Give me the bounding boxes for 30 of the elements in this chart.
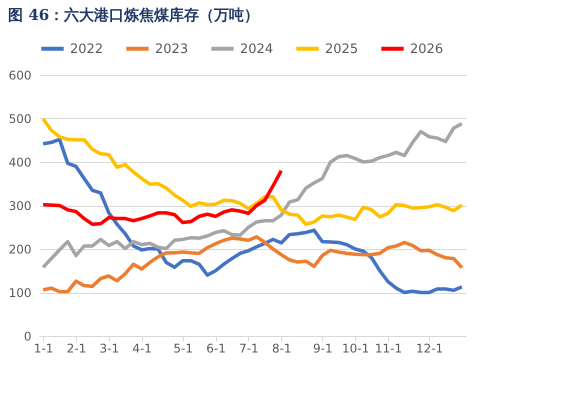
- x-tick-label: 10-1: [342, 342, 370, 356]
- legend-label: 2024: [240, 42, 274, 57]
- x-tick-label: 4-1: [132, 342, 152, 356]
- y-tick-label: 600: [8, 68, 32, 82]
- legend-label: 2026: [410, 42, 444, 57]
- line-series: [41, 117, 464, 226]
- x-tick-label: 7-1: [239, 342, 259, 356]
- y-tick-label: 400: [8, 156, 32, 170]
- x-tick-label: 12-1: [416, 342, 444, 356]
- y-tick-label: 200: [8, 242, 32, 256]
- x-tick-label: 1-1: [34, 342, 54, 356]
- y-tick-label: 100: [8, 286, 32, 300]
- line-series: [41, 168, 283, 226]
- y-tick-label: 0: [24, 330, 32, 344]
- legend-label: 2023: [155, 42, 188, 57]
- x-tick-label: 2-1: [66, 342, 86, 356]
- x-tick-label: 6-1: [206, 342, 226, 356]
- x-tick-label: 9-1: [312, 342, 333, 356]
- line-series: [41, 138, 464, 294]
- legend-label: 2022: [70, 42, 104, 57]
- y-tick-label: 500: [8, 112, 32, 126]
- x-tick-label: 5-1: [173, 342, 194, 356]
- x-tick-label: 11-1: [374, 342, 402, 356]
- x-tick-label: 8-1: [272, 342, 292, 356]
- y-tick-label: 300: [8, 199, 32, 213]
- chart-title: 图 46：六大港口炼焦煤库存（万吨）: [8, 6, 260, 24]
- x-tick-label: 3-1: [99, 342, 120, 356]
- line-series: [41, 235, 464, 294]
- line-series: [41, 122, 464, 270]
- legend-label: 2025: [325, 42, 358, 57]
